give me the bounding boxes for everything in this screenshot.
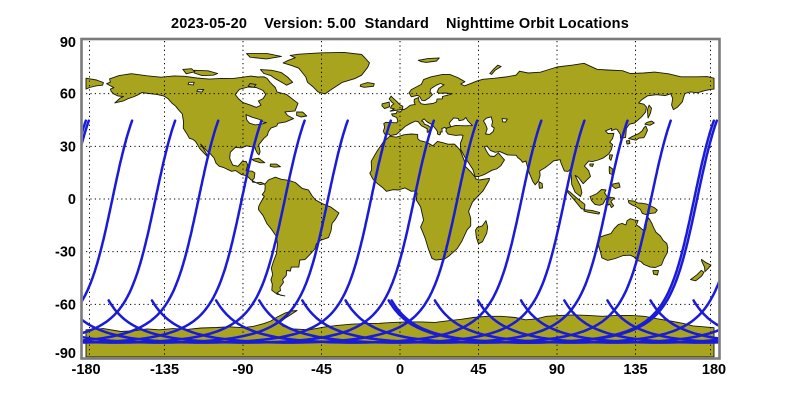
orbit-track-10 (214, 119, 543, 344)
landmass-nz-north-island (700, 258, 712, 273)
y-tick-label-90: 90 (60, 35, 76, 51)
lake-great-slave-lake (196, 89, 205, 93)
landmass-great-britain (388, 95, 404, 112)
lake-great-bear-lake (187, 81, 195, 86)
landmass-honshu (628, 125, 648, 141)
landmass-eurasia (382, 62, 715, 197)
landmass-baffin (259, 69, 294, 86)
landmass-iceland (359, 82, 375, 88)
y-tick-label--90: -90 (55, 346, 76, 362)
landmass-victoria-island (193, 69, 219, 77)
landmass-kyushu (625, 140, 631, 145)
landmass-new-guinea (627, 200, 658, 216)
landmass-chukotka-west-of-dateline (85, 77, 104, 90)
orbit-track-2 (82, 119, 177, 335)
landmass-hainan (589, 163, 595, 167)
x-tick-label-90: 90 (549, 362, 565, 378)
lake-aral-sea (501, 118, 508, 123)
y-tick-label--60: -60 (55, 297, 76, 313)
x-tick-label--90: -90 (233, 362, 254, 378)
landmass-newfoundland (296, 111, 308, 118)
landmass-java (583, 209, 601, 215)
landmass-ireland (381, 101, 390, 110)
landmass-cuba (251, 157, 266, 164)
orbit-track-13 (344, 119, 672, 344)
orbit-tracks-layer (82, 119, 719, 344)
lake-caspian-sea (482, 116, 495, 135)
x-axis-tick-labels: -180 -135 -90 -45 0 45 90 135 180 (71, 362, 726, 378)
orbit-track-5 (606, 299, 719, 344)
orbit-track-4 (82, 119, 263, 344)
orbit-track-1 (82, 119, 134, 303)
landmass-banks-island (182, 68, 196, 75)
landmass-hispaniola (269, 163, 281, 168)
x-tick-label--180: -180 (71, 362, 100, 378)
x-tick-label-135: 135 (623, 362, 647, 378)
landmass-borneo (589, 189, 608, 206)
lake-hudson-bay (234, 86, 267, 108)
x-tick-label-0: 0 (396, 362, 404, 378)
orbit-track-7 (82, 119, 393, 344)
landmass-novaya-zemlya (489, 64, 502, 75)
landmass-tasmania (652, 270, 659, 276)
landmass-svalbard (417, 57, 440, 63)
landmass-luzon (608, 166, 614, 175)
orbit-track-5 (82, 119, 306, 344)
landmass-south-america (257, 176, 340, 297)
landmass-sri-lanka (538, 181, 543, 189)
orbit-track-14 (387, 119, 716, 344)
landmass-greenland (282, 51, 370, 95)
plot-frame (80, 37, 721, 360)
x-tick-label--135: -135 (150, 362, 179, 378)
x-tick-label-45: 45 (470, 362, 486, 378)
landmass-australia (597, 217, 669, 268)
landmass-hokkaido (644, 120, 655, 126)
landmass-ellesmere (246, 53, 282, 60)
orbit-track-12 (301, 119, 629, 344)
orbit-track-3 (519, 299, 719, 344)
orbit-track-11 (257, 119, 586, 344)
lakes-layer (187, 81, 508, 135)
y-tick-label-60: 60 (60, 87, 76, 103)
y-tick-label-0: 0 (68, 192, 76, 208)
orbit-track-9 (150, 119, 479, 344)
plot-area (82, 41, 719, 358)
x-tick-label--45: -45 (311, 362, 332, 378)
plot-title: 2023-05-20 Version: 5.00 Standard Nightt… (171, 16, 629, 32)
orbit-track-8 (107, 119, 436, 344)
landmass-sakhalin (647, 104, 652, 119)
landmass-mindanao (612, 182, 621, 189)
y-tick-label-30: 30 (60, 139, 76, 155)
orbit-track-3 (82, 119, 220, 342)
orbit-track-6 (82, 119, 349, 344)
y-tick-label--30: -30 (55, 245, 76, 261)
landmass-nz-south-island (690, 269, 705, 282)
landmass-madagascar (475, 220, 489, 245)
orbit-track-6 (649, 299, 719, 340)
orbit-track-7 (692, 299, 719, 327)
landmass-africa (369, 133, 490, 261)
landmass-taiwan (608, 154, 614, 161)
y-axis-tick-labels: 90 60 30 0 -30 -60 -90 (55, 35, 76, 362)
orbit-track-4 (563, 299, 719, 344)
x-tick-label-180: 180 (702, 362, 726, 378)
